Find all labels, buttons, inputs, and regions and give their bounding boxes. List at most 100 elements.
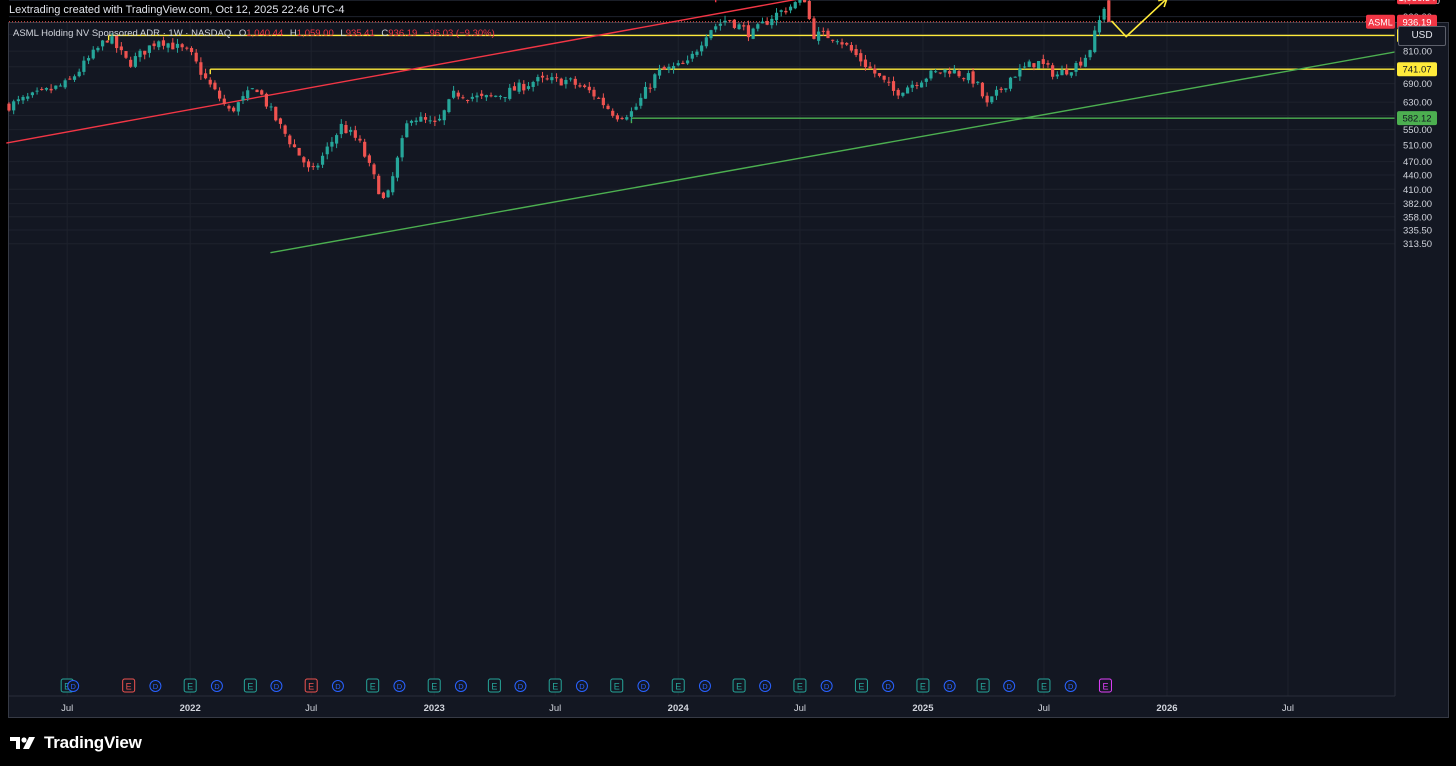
price-label-badge [1397, 111, 1437, 126]
candle-body [152, 43, 156, 47]
time-axis[interactable]: Jul 2022 Jul 2023 Jul 2024 Jul 2025 Jul 2026 Jul [9, 695, 1395, 714]
candle-body [924, 78, 928, 82]
candle-body [980, 82, 985, 97]
dividend-marker-letter: D [1068, 682, 1074, 691]
earnings-marker [793, 678, 807, 693]
event-markers: E E E E E E E E E E E E E E E E E ED D D D D D D D D D D D D D D D D [60, 678, 1112, 693]
candle-body [746, 25, 751, 38]
candle-body [807, 1, 811, 19]
time-tick-label: 2026 [1156, 703, 1177, 714]
candle-body [133, 56, 137, 67]
dividend-marker-letter: D [702, 682, 708, 691]
candle-body [905, 87, 910, 94]
candle-body [199, 62, 203, 75]
earnings-marker-letter: E [308, 682, 314, 692]
dividend-marker [67, 680, 80, 692]
candle-body [597, 97, 601, 99]
candle-body [1013, 76, 1017, 78]
candle-body [695, 51, 699, 55]
candle-body [21, 96, 25, 101]
candle-body [854, 49, 858, 56]
dividend-marker [1064, 680, 1077, 692]
candle-body [957, 71, 961, 77]
earnings-marker-letter: E [491, 682, 497, 692]
earnings-marker [1037, 678, 1051, 693]
price-tick-label: 510.00 [1403, 141, 1432, 152]
candle-body [732, 19, 736, 28]
candle-body [372, 164, 376, 175]
chart-panel[interactable] [8, 22, 1449, 718]
earnings-marker-letter: E [614, 682, 620, 692]
candle-body [16, 99, 20, 102]
candle-body [971, 71, 975, 84]
candle-body [676, 63, 680, 66]
candle-body [419, 116, 423, 122]
earnings-marker-letter: E [431, 682, 437, 692]
earnings-marker [487, 678, 501, 693]
tradingview-brand: TradingView [44, 733, 142, 752]
candle-body [77, 71, 81, 77]
legend-close-label: C [381, 28, 389, 39]
candle-body [714, 26, 718, 30]
candle-body [339, 123, 343, 135]
earnings-marker-letter: E [64, 682, 70, 692]
price-axis[interactable]: 1,600.001,500.001,400.001,280.001,120.00… [1394, 0, 1448, 696]
price-tick-label: 382.00 [1403, 199, 1432, 210]
dividend-marker-letter: D [824, 682, 830, 691]
candle-body [545, 78, 549, 80]
candle-body [494, 95, 498, 97]
earnings-marker-letter: E [187, 682, 193, 692]
candles [7, 0, 1111, 200]
candle-body [882, 75, 886, 80]
price-label-value: 582.12 [1402, 114, 1431, 125]
dividend-marker-letter: D [1006, 682, 1012, 691]
candle-body [297, 147, 301, 156]
candle-body [1093, 30, 1097, 53]
candle-body [770, 18, 774, 26]
time-tick-label: Jul [1038, 703, 1050, 714]
dividend-marker-letter: D [762, 682, 768, 691]
candle-body [255, 89, 259, 93]
symbol-label-badge [1366, 14, 1395, 29]
candle-body [391, 176, 395, 193]
currency-button[interactable]: USD [1398, 26, 1446, 46]
candle-body [377, 175, 381, 195]
candle-body [311, 166, 315, 168]
tradingview-logo[interactable]: TradingView [10, 733, 142, 753]
candle-body [1018, 68, 1022, 77]
candle-body [119, 46, 123, 51]
upper-channel-line [6, 0, 797, 144]
candle-body [26, 96, 30, 99]
candle-body [550, 77, 554, 81]
dividend-marker [820, 680, 833, 692]
candle-body [952, 69, 956, 74]
candle-body [859, 53, 863, 62]
earnings-marker [366, 678, 380, 693]
price-tick-label: 690.00 [1403, 79, 1432, 90]
earnings-marker [243, 678, 257, 693]
dividend-marker [698, 680, 711, 692]
candle-body [222, 98, 226, 104]
candle-body [831, 39, 835, 41]
candle-body [891, 81, 896, 91]
time-tick-label: Jul [549, 703, 561, 714]
candle-body [363, 141, 367, 157]
symbol-label-text: ASML [1368, 17, 1393, 27]
dividend-marker [1003, 680, 1016, 692]
earnings-marker [548, 678, 562, 693]
candle-body [948, 71, 952, 74]
candle-body [728, 20, 732, 22]
candle-body [934, 71, 938, 73]
candle-body [587, 86, 591, 91]
time-tick-label: 2025 [912, 703, 934, 714]
candle-body [1032, 63, 1036, 68]
candle-body [877, 73, 882, 76]
price-tick-label: 810.00 [1403, 47, 1432, 58]
candle-body [821, 30, 825, 32]
candle-body [49, 88, 53, 91]
candle-body [620, 117, 624, 119]
time-tick-label: Jul [61, 703, 73, 714]
candle-body [774, 12, 779, 21]
candle-body [171, 42, 175, 50]
